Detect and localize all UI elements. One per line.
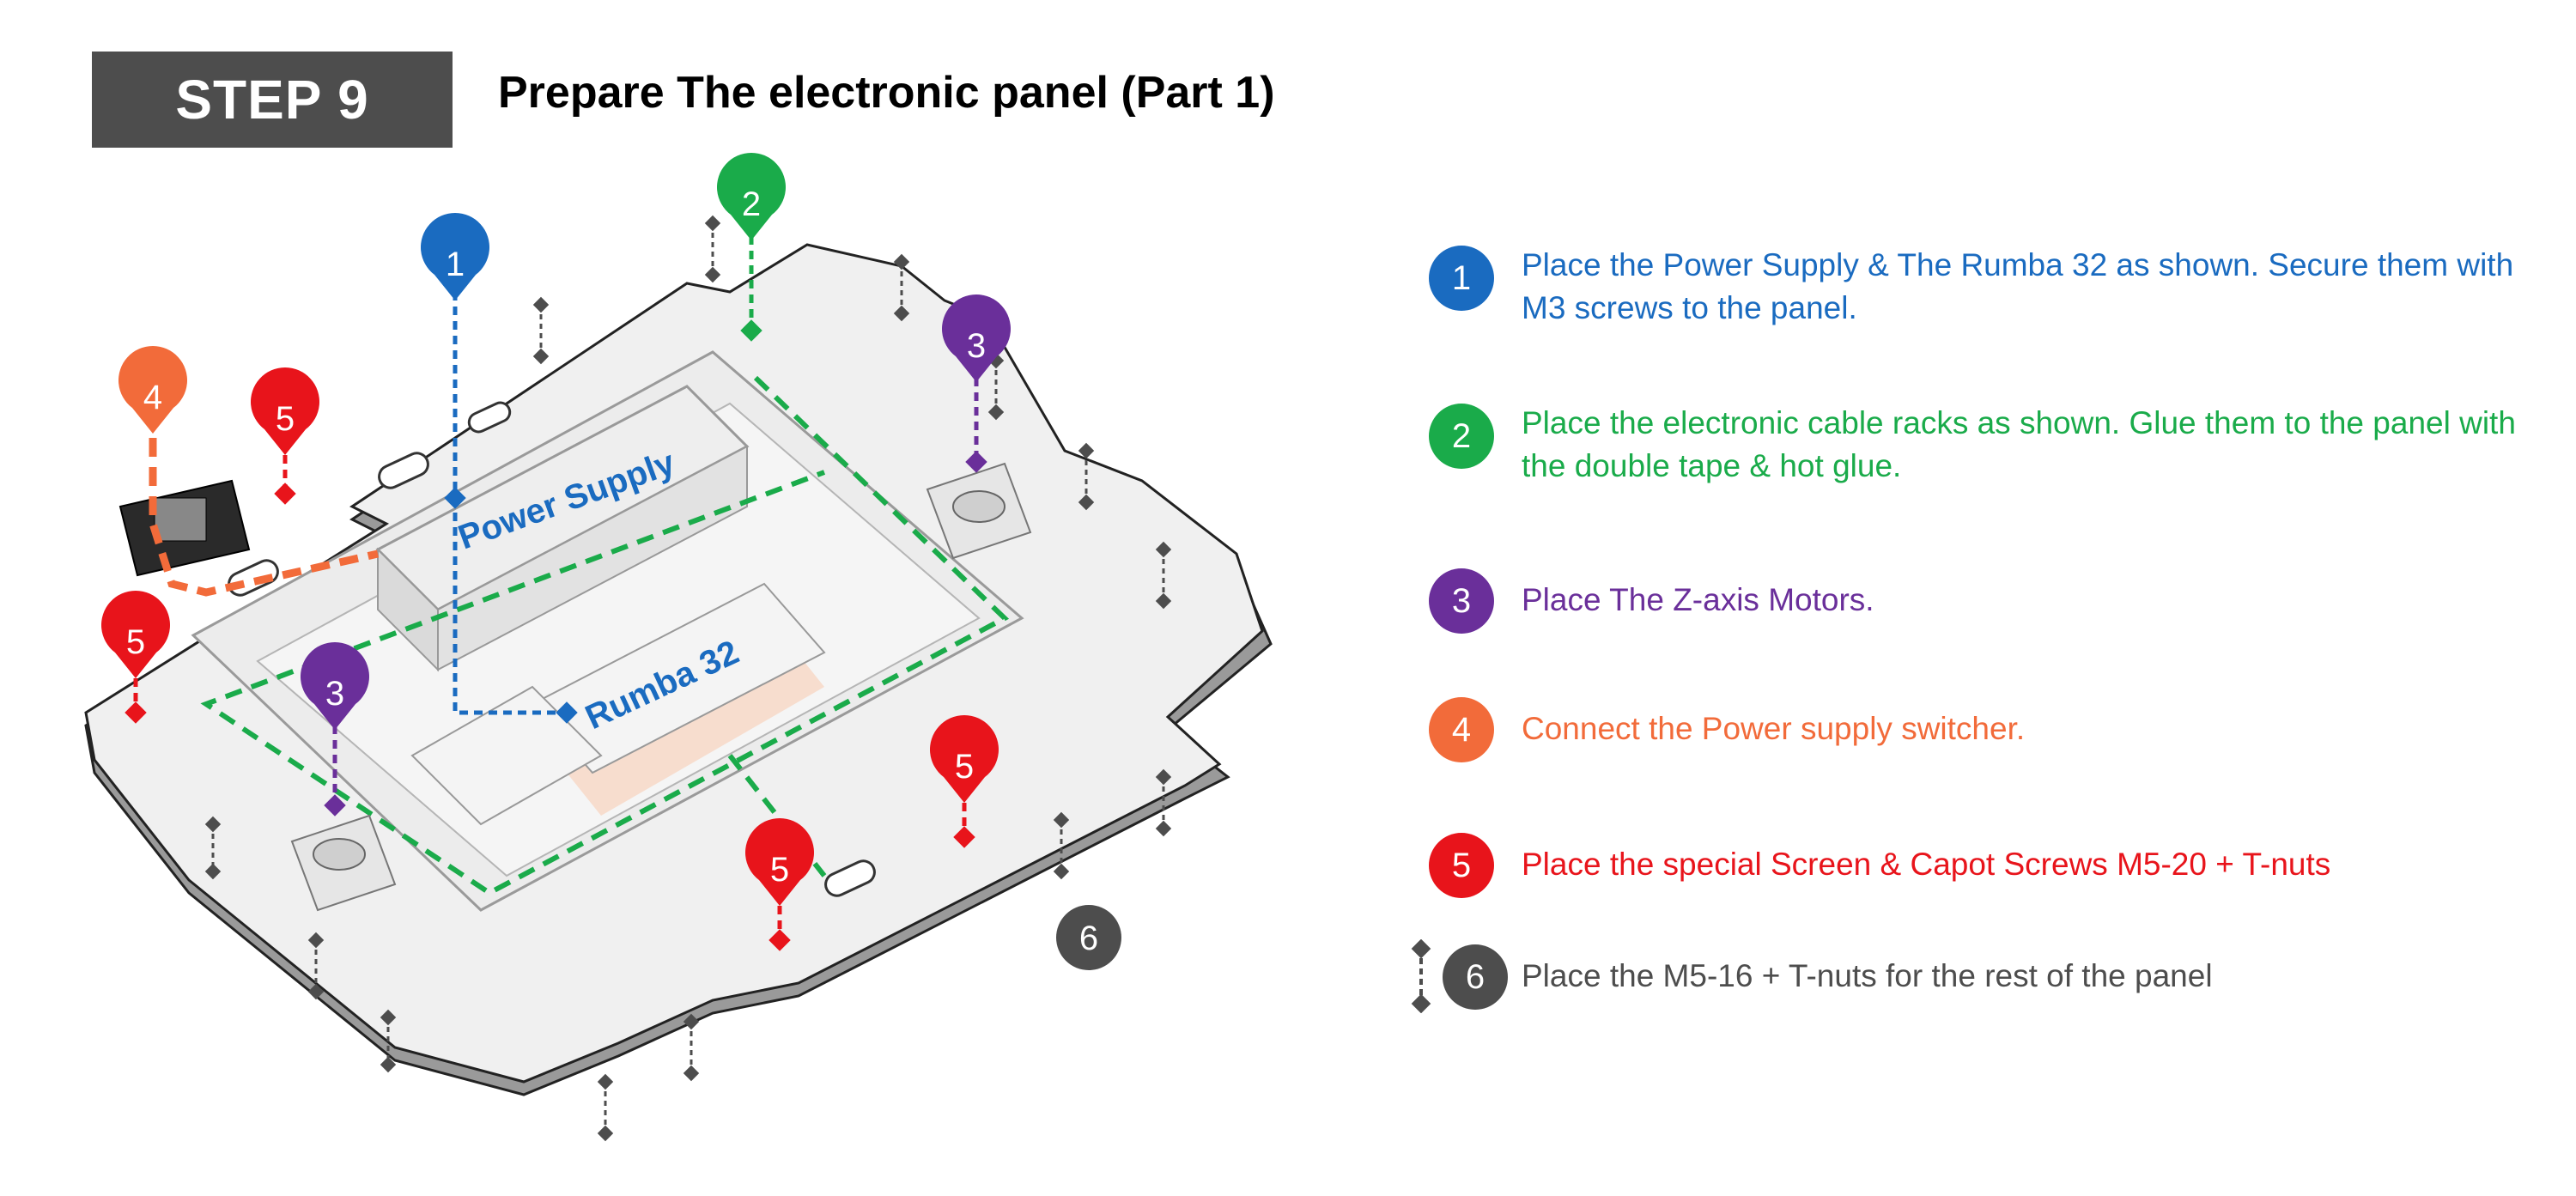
svg-text:4: 4 — [143, 379, 162, 416]
svg-text:1: 1 — [446, 246, 465, 283]
svg-text:5: 5 — [955, 748, 974, 786]
svg-text:5: 5 — [126, 623, 145, 661]
svg-text:2: 2 — [742, 185, 761, 223]
instruction-3-badge: 3 — [1429, 568, 1494, 634]
instruction-3-text: Place The Z-axis Motors. — [1522, 582, 1874, 617]
instruction-2-badge: 2 — [1429, 404, 1494, 469]
pin-5-a: 5 — [251, 367, 319, 455]
instruction-4-text: Connect the Power supply switcher. — [1522, 711, 2026, 746]
pin-3-bottom: 3 — [301, 642, 369, 730]
pin-2: 2 — [717, 153, 786, 240]
svg-text:5: 5 — [770, 851, 789, 889]
cable-rack-path — [200, 375, 1010, 896]
instruction-6-text: Place the M5-16 + T-nuts for the rest of… — [1522, 958, 2213, 993]
pin-4: 4 — [118, 345, 187, 434]
pin-5-b: 5 — [101, 591, 170, 678]
screw-icon — [1411, 939, 1431, 1013]
pin-3-top: 3 — [942, 294, 1011, 382]
instruction-6-badge: 6 — [1443, 944, 1508, 1010]
z-motor-top — [926, 462, 1032, 560]
screw-markers — [204, 215, 1172, 1142]
step-badge: STEP 9 — [92, 52, 453, 148]
page-title: Prepare The electronic panel (Part 1) — [498, 68, 1275, 118]
breakout-board — [410, 685, 603, 826]
instruction-5-badge: 5 — [1429, 833, 1494, 898]
pin-1: 1 — [421, 212, 489, 301]
z-motor-bottom — [290, 814, 397, 912]
instruction-1-text: Place the Power Supply & The Rumba 32 as… — [1522, 247, 2514, 325]
power-switch — [118, 479, 251, 577]
pin-5-c: 5 — [930, 715, 999, 803]
svg-text:3: 3 — [325, 675, 344, 713]
pin-6: 6 — [1056, 905, 1121, 970]
instruction-5-text: Place the special Screen & Capot Screws … — [1522, 847, 2331, 882]
instruction-2-text: Place the electronic cable racks as show… — [1522, 405, 2516, 483]
svg-text:3: 3 — [967, 327, 986, 365]
instruction-4-badge: 4 — [1429, 697, 1494, 762]
svg-text:6: 6 — [1079, 920, 1098, 957]
svg-text:5: 5 — [276, 400, 295, 438]
instruction-1-badge: 1 — [1429, 246, 1494, 311]
pin-5-d: 5 — [745, 817, 814, 906]
